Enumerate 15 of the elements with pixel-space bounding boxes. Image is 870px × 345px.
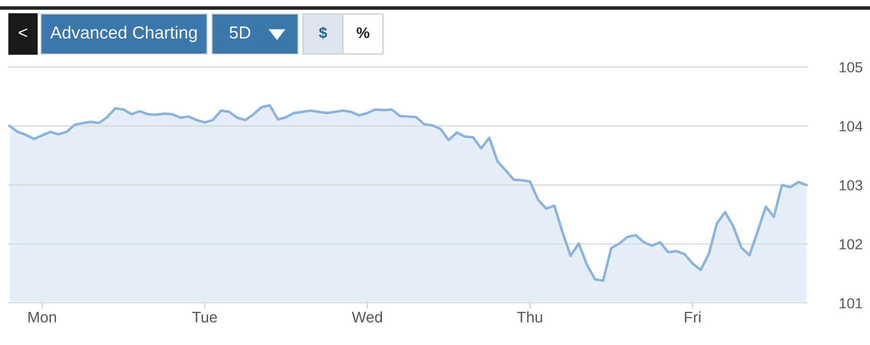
annotation: $ <box>318 26 328 40</box>
annotation: Advanced Charting <box>50 26 197 42</box>
y-tick-label: 103 <box>840 180 862 190</box>
y-tick-label: 105 <box>840 62 862 72</box>
x-tick-label: Fri <box>684 311 700 322</box>
annotation: < <box>18 28 28 38</box>
x-tick-label: Wed <box>352 311 382 323</box>
annotation: % <box>356 27 370 38</box>
y-tick-label: 101 <box>840 298 862 308</box>
y-tick-label: 104 <box>840 121 862 132</box>
x-tick-label: Thu <box>517 311 542 323</box>
x-tick-label: Mon <box>28 312 56 323</box>
y-tick-label: 102 <box>840 239 862 250</box>
annotation: 5D <box>230 26 250 39</box>
x-tick-label: Tue <box>192 312 217 323</box>
